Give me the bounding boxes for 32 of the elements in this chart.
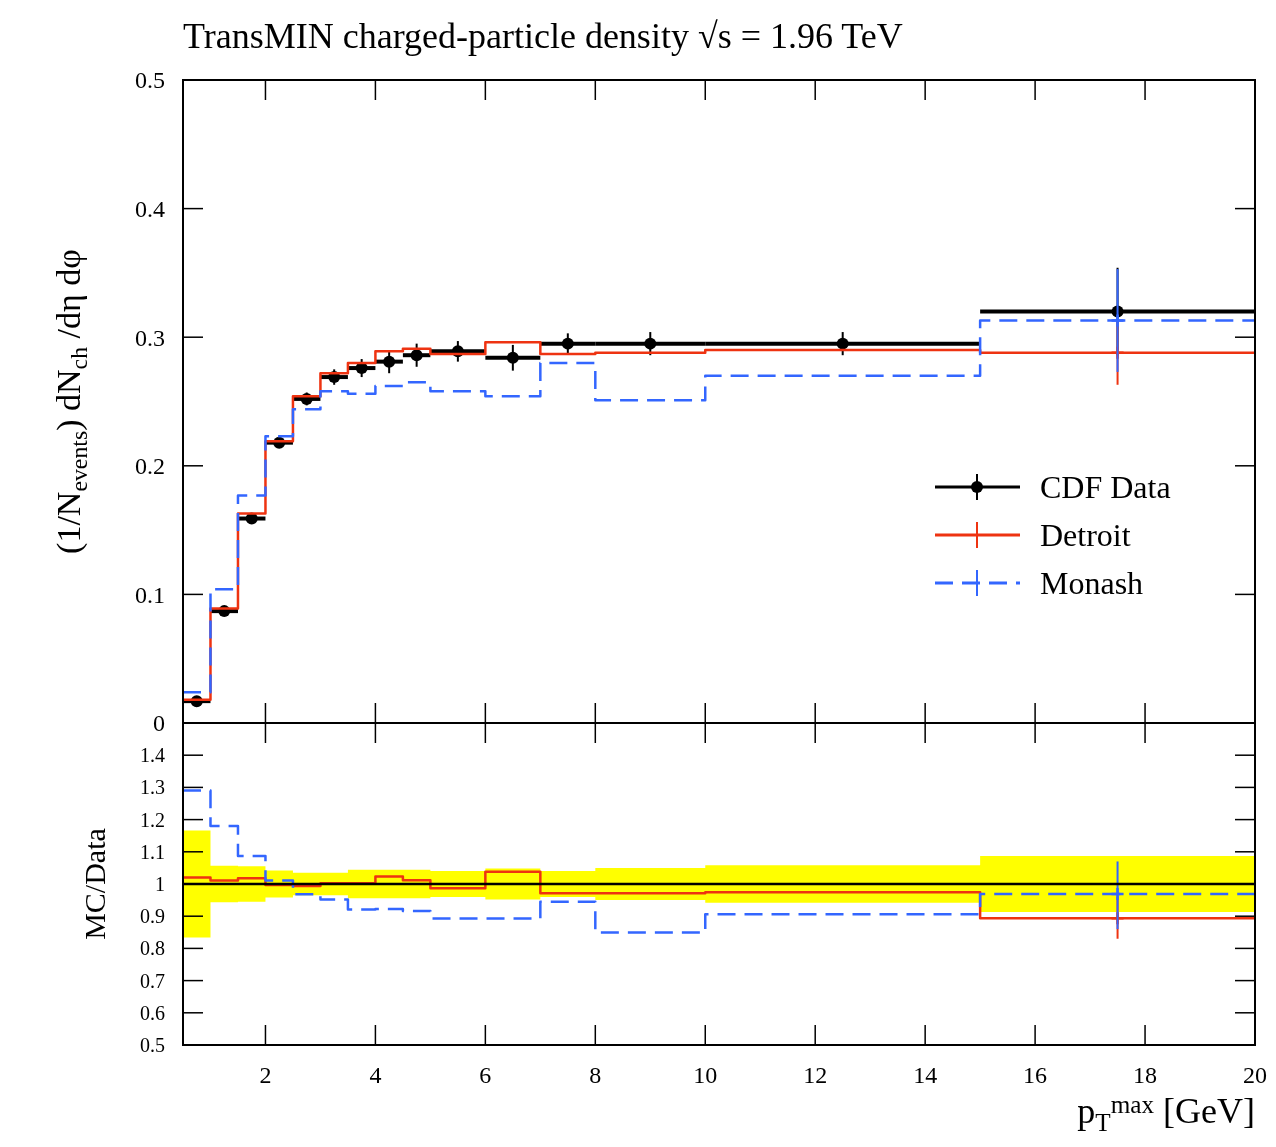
y-tick-label: 0.5 <box>140 1034 165 1056</box>
y-tick-label: 0.3 <box>135 324 165 351</box>
y-tick-label: 1.2 <box>140 808 165 831</box>
legend-label: CDF Data <box>1040 469 1171 506</box>
x-tick-label: 10 <box>693 1062 718 1088</box>
x-tick-label: 8 <box>589 1062 602 1088</box>
x-tick-label: 14 <box>913 1062 938 1088</box>
y-axis-title: MC/Data <box>78 828 111 940</box>
y-tick-label: 1.4 <box>140 744 165 767</box>
x-tick-label: 16 <box>1023 1062 1048 1088</box>
y-tick-label: 0.5 <box>135 67 165 94</box>
y-tick-label: 1.1 <box>140 840 165 863</box>
legend-label: Monash <box>1040 565 1144 602</box>
x-axis-title: p$_{T}$$^{max}$ [GeV] <box>1077 1091 1255 1136</box>
y-tick-label: 0.9 <box>140 905 165 928</box>
legend-label: Detroit <box>1040 517 1131 554</box>
y-tick-label: 0 <box>153 710 165 737</box>
x-tick-label: 6 <box>479 1062 492 1088</box>
y-tick-label: 1.3 <box>140 776 165 799</box>
chart-title: TransMIN charged-particle density √s = 1.96 TeV <box>183 16 903 56</box>
y-tick-label: 0.2 <box>135 453 165 480</box>
y-tick-label: 0.8 <box>140 937 165 960</box>
y-tick-label: 1 <box>155 873 165 895</box>
y-tick-label: 0.1 <box>135 581 165 608</box>
x-tick-label: 18 <box>1133 1062 1158 1088</box>
x-tick-label: 20 <box>1243 1062 1267 1088</box>
y-tick-label: 0.4 <box>135 196 165 222</box>
y-tick-label: 0.6 <box>140 1001 165 1024</box>
x-tick-label: 12 <box>803 1062 828 1088</box>
x-tick-label: 2 <box>259 1062 272 1088</box>
y-tick-label: 0.7 <box>140 969 165 992</box>
x-tick-label: 4 <box>369 1062 382 1088</box>
